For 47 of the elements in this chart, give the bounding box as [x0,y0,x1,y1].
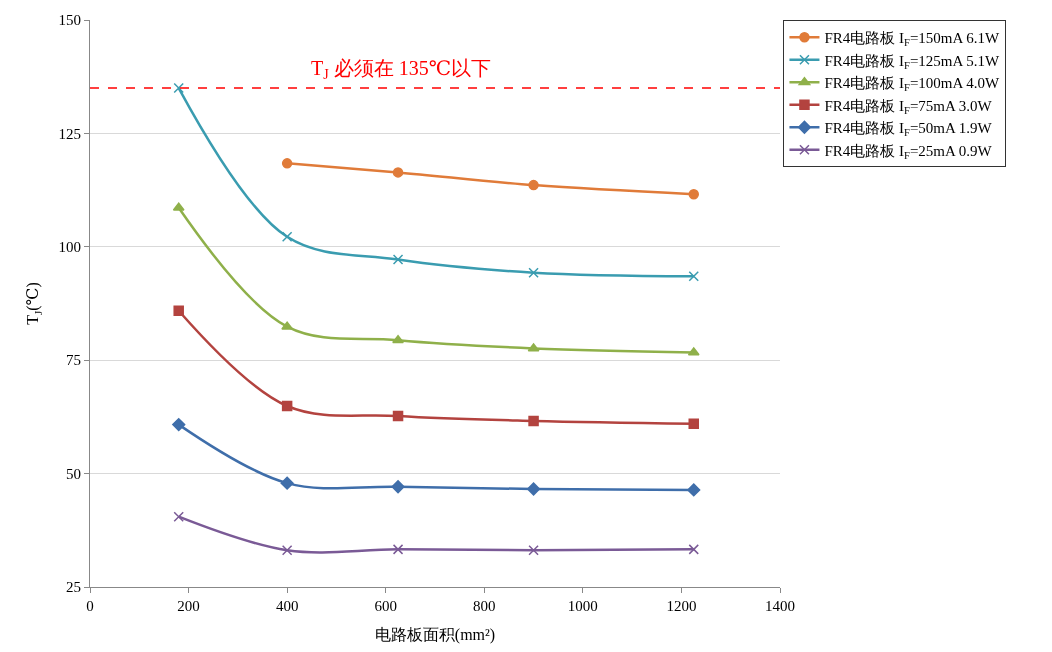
point [688,271,699,282]
point [528,267,539,278]
x-tick-label: 600 [374,598,397,614]
point [392,410,404,422]
x-tick-label: 800 [473,598,496,614]
x-tick-label: 1200 [666,598,697,614]
x-axis-title: 电路板面积(mm²) [374,625,496,644]
legend-label: FR4电路板 I$_{F}$=100mA 4.0W [824,75,1001,94]
point [392,544,404,555]
point [173,82,184,94]
x-tick-label: 1000 [567,598,598,614]
point [528,545,539,556]
y-tick-label: 150 [58,12,81,29]
y-tick-label: 25 [66,579,81,596]
y-tick-label: 75 [66,352,81,369]
point [281,231,293,243]
x-tick-label: 200 [177,598,200,614]
y-tick-label: 100 [58,239,81,256]
point [172,418,186,432]
point [392,167,404,178]
legend-label: FR4电路板 I$_{F}$=150mA 6.1W [824,30,1001,49]
x-tick-label: 1400 [765,598,795,614]
y-tick-label: 50 [66,465,81,482]
point [688,188,699,200]
point [528,415,539,427]
point [526,482,541,496]
point [688,418,699,429]
legend-label: FR4电路板 I$_{F}$=125mA 5.1W [824,52,1001,71]
legend-label: FR4电路板 I$_{F}$=75mA 3.0W [824,97,993,116]
point [688,544,699,555]
y-tick-label: 125 [58,125,81,142]
legend-label: FR4电路板 I$_{F}$=25mA 0.9W [824,142,993,161]
point [173,511,184,522]
point [392,254,404,265]
x-tick-label: 400 [275,598,299,614]
ref-line-label: T$_{J}$ 必须在 135℃以下 [311,57,492,83]
x-tick-label: 0 [86,598,94,614]
point [280,476,294,490]
point [392,334,404,344]
point [173,305,184,317]
point [391,480,405,494]
point [528,179,539,191]
point [281,545,293,556]
point [281,158,293,169]
point [687,483,701,497]
point [281,400,293,412]
legend-label: FR4电路板 I$_{F}$=50mA 1.9W [824,120,993,139]
